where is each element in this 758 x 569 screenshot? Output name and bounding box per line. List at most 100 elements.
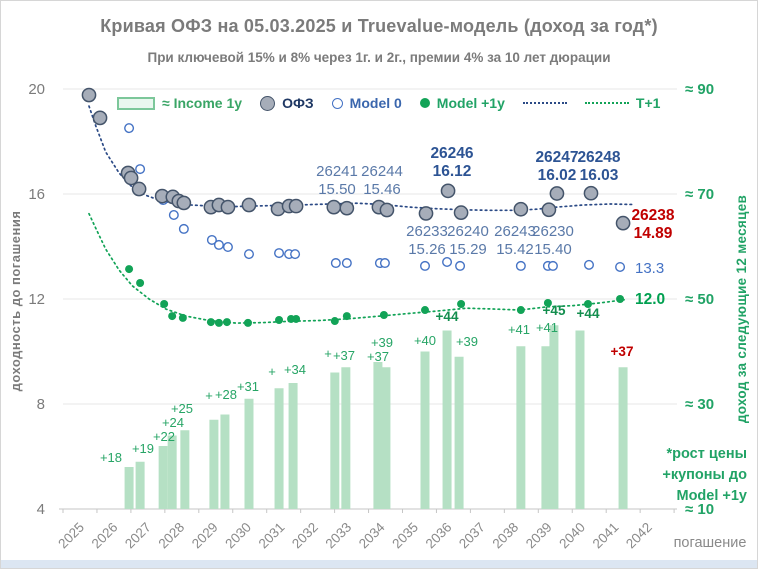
bond-callout: 26247 xyxy=(535,149,578,166)
bar-label: + xyxy=(324,346,332,361)
year-label: 2039 xyxy=(523,520,555,552)
bar-label: +31 xyxy=(237,379,259,394)
model1y-point xyxy=(222,318,231,327)
ofz-point xyxy=(440,183,456,199)
bar-label: +41 xyxy=(536,320,558,335)
ofz-point xyxy=(220,199,236,215)
legend-item-ofz: ОФЗ xyxy=(260,95,314,111)
ofz-point xyxy=(81,87,97,103)
model1y-point xyxy=(125,265,134,274)
model1y-point xyxy=(206,318,215,327)
model1y-point xyxy=(243,318,252,327)
bond-callout-value: 15.46 xyxy=(363,181,401,198)
model1y-point xyxy=(214,318,223,327)
ofz-point xyxy=(513,201,529,217)
y-left-axis-title: доходность до погашения xyxy=(8,211,23,392)
year-label: 2037 xyxy=(456,520,488,552)
income-bar xyxy=(454,356,464,509)
y-right-tick-label: ≈ 30 xyxy=(685,396,714,413)
income-bar xyxy=(381,367,391,509)
model1y-point xyxy=(330,317,339,326)
ofz-point xyxy=(123,170,139,186)
year-label: 2033 xyxy=(322,520,354,552)
gray-dot-icon xyxy=(260,95,276,111)
ofz-point xyxy=(131,181,147,197)
legend: ≈ Income 1y ОФЗ Model 0 Model +1y T+1 xyxy=(117,94,660,112)
ofz-point xyxy=(615,215,631,231)
model0-point xyxy=(290,249,301,260)
bond-callout: 26238 xyxy=(631,207,674,224)
income-bar xyxy=(244,398,254,509)
legend-item-blue-dotted xyxy=(522,102,567,104)
model1y-point xyxy=(178,313,187,322)
bond-callout-value: 15.42 xyxy=(496,241,534,258)
model1y-point xyxy=(168,312,177,321)
bond-callout-value: 16.02 xyxy=(538,167,577,184)
y-right-tick-label: ≈ 70 xyxy=(685,186,714,203)
y-right-tick-label: ≈ 90 xyxy=(685,81,714,98)
legend-item-model1y: Model +1y xyxy=(419,95,505,111)
model0-point xyxy=(420,260,431,271)
bar-label: +39 xyxy=(371,335,393,350)
income-bar xyxy=(541,346,551,509)
y-left-tick-label: 16 xyxy=(28,186,45,203)
y-left-tick-label: 8 xyxy=(37,396,45,413)
income-bar xyxy=(516,346,526,509)
legend-label-t1: T+1 xyxy=(635,95,661,111)
income-bar xyxy=(274,388,284,509)
bond-callout-value: 15.26 xyxy=(408,241,446,258)
bond-callout-value: 16.12 xyxy=(433,163,472,180)
bar-label: +24 xyxy=(162,415,184,430)
ofz-point xyxy=(288,198,304,214)
model1y-point xyxy=(457,299,466,308)
ofz-point xyxy=(176,195,192,211)
income-bar xyxy=(220,414,230,509)
bond-callout: 12.0 xyxy=(635,291,665,308)
footnote-line-2: +купоны до xyxy=(662,467,747,483)
green-dotted-line-icon xyxy=(584,102,629,104)
year-label: 2035 xyxy=(389,520,421,552)
legend-label-model0: Model 0 xyxy=(349,95,402,111)
bond-callout: 13.3 xyxy=(635,260,664,277)
bond-callout: 26246 xyxy=(430,145,473,162)
ofz-point xyxy=(549,186,565,201)
income-bar xyxy=(167,435,177,509)
ofz-point xyxy=(92,110,108,126)
model1y-point xyxy=(136,278,145,287)
legend-item-income: ≈ Income 1y xyxy=(117,95,242,111)
model0-point xyxy=(455,260,466,271)
open-circle-icon xyxy=(331,97,343,109)
model1y-point xyxy=(275,316,284,324)
year-label: 2040 xyxy=(556,520,588,552)
bond-callout: 26243 xyxy=(494,223,536,240)
income-bar xyxy=(124,467,134,509)
bar-label: +39 xyxy=(456,334,478,349)
bond-callout: 26240 xyxy=(447,223,489,240)
year-label: 2036 xyxy=(423,520,455,552)
y-right-axis-title: доход за следующие 12 месяцев xyxy=(734,195,749,423)
ofz-point xyxy=(326,199,342,215)
ofz-point xyxy=(241,197,257,213)
ofz-point xyxy=(418,206,434,221)
year-label: 2034 xyxy=(356,519,388,551)
year-label: 2031 xyxy=(256,520,288,552)
income-bar xyxy=(158,446,168,509)
model1y-point xyxy=(421,306,430,315)
green-dot-icon xyxy=(419,98,430,108)
footnote-line-3: Model +1y xyxy=(676,488,747,504)
ofz-point xyxy=(541,202,557,218)
bar-label: +44 xyxy=(577,306,600,321)
model1y-point xyxy=(543,298,552,307)
bond-callout: 26248 xyxy=(577,149,620,166)
bond-callout-value: 14.89 xyxy=(634,225,673,242)
bar-label: +37 xyxy=(333,348,355,363)
model1y-point xyxy=(583,299,592,308)
chart-subtitle: При ключевой 15% и 8% через 1г. и 2г., п… xyxy=(147,50,611,65)
model1y-point xyxy=(379,311,388,320)
legend-label-model1y: Model +1y xyxy=(436,95,505,111)
model1y-point xyxy=(516,306,525,315)
model1y-point xyxy=(616,295,625,303)
bar-label: +18 xyxy=(100,450,122,465)
bar-swatch-icon xyxy=(117,96,155,110)
